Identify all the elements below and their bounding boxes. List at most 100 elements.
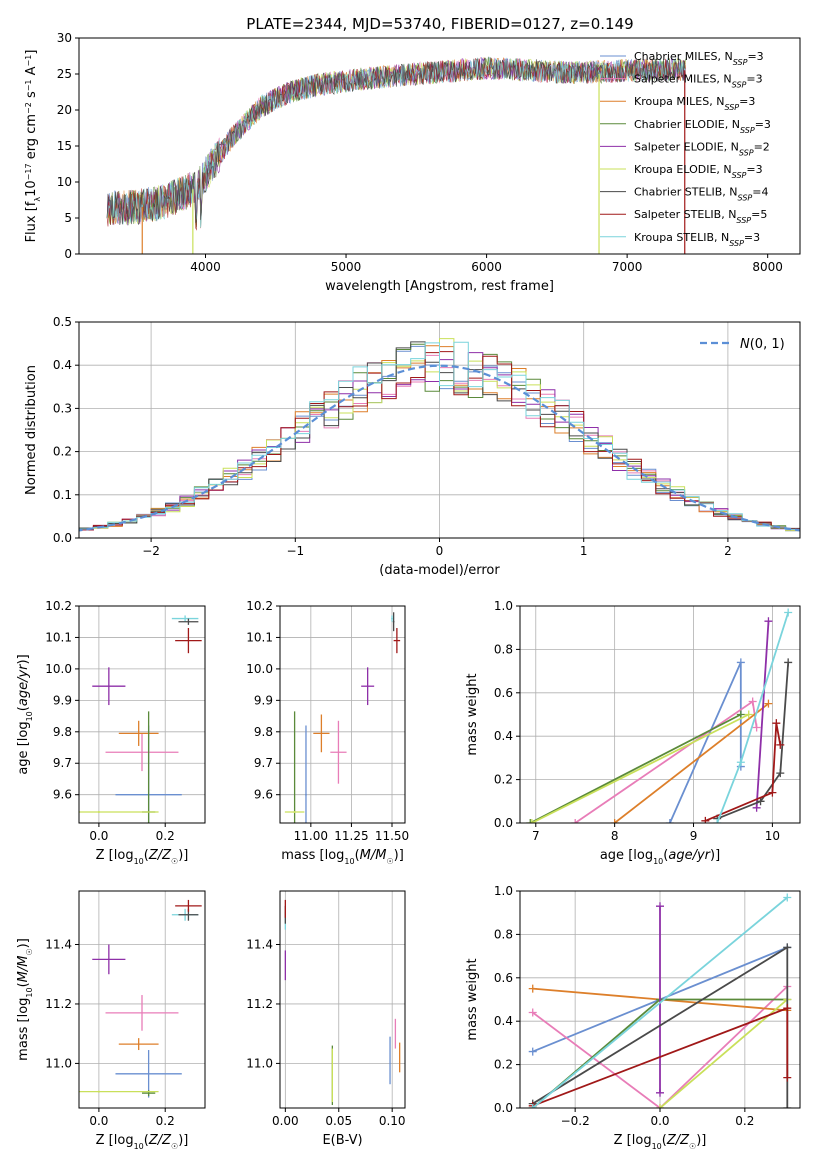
y-tick-label: 25 xyxy=(57,67,72,81)
weight-line-chabrier-stelib xyxy=(716,662,790,820)
weight-line-chabrier-elodie xyxy=(529,713,742,823)
weight-marker xyxy=(526,819,535,823)
x-tick-label: 10 xyxy=(765,829,780,843)
residuals-legend: N(0, 1) xyxy=(700,337,785,352)
y-tick-label: 0.4 xyxy=(53,358,72,372)
y-tick-label: 0 xyxy=(64,247,72,261)
x-tick-label: 0.0 xyxy=(89,829,108,843)
x-axis-label: age [log10(age/yr)] xyxy=(600,848,720,866)
axes-frame xyxy=(78,37,801,255)
x-tick-label: 0.00 xyxy=(272,1114,299,1128)
weight-marker xyxy=(783,1104,792,1108)
weight-marker xyxy=(736,658,745,667)
x-tick-label: 0.10 xyxy=(379,1114,406,1128)
weight-vs-metallicity-panel: −0.2 0.0 0.2 0.0 0.2 0.4 0.6 0.8 1.0 Z [log10(Z/Z… xyxy=(465,884,801,1151)
y-tick-label: 10.1 xyxy=(246,630,273,644)
y-tick-label: 0.0 xyxy=(494,816,513,830)
legend-entry: Kroupa STELIB, NSSP=3 xyxy=(634,231,760,248)
weight-series xyxy=(526,608,793,823)
weight-line-kroupa-elodie xyxy=(531,713,750,823)
legend-entry: Kroupa ELODIE, NSSP=3 xyxy=(634,163,763,180)
x-tick-label: 1 xyxy=(580,544,588,558)
weight-marker xyxy=(783,893,792,902)
x-axis-label: (data-model)/error xyxy=(379,563,500,578)
y-tick-label: 30 xyxy=(57,31,72,45)
weight-marker xyxy=(527,819,536,823)
y-tick-label: 0.2 xyxy=(53,445,72,459)
x-tick-label: −2 xyxy=(142,544,160,558)
axes-frame xyxy=(78,321,801,539)
weight-vs-age-panel: 7 8 9 10 0.0 0.2 0.4 0.6 0.8 1.0 age [log10(age/yr… xyxy=(465,599,801,866)
weight-marker xyxy=(768,788,777,797)
legend-entry: Salpeter ELODIE, NSSP=2 xyxy=(634,140,770,157)
x-tick-label: 9 xyxy=(690,829,698,843)
x-tick-label: 0.2 xyxy=(156,1114,175,1128)
weight-marker xyxy=(528,1008,537,1017)
spectrum-panel: 4000 5000 6000 7000 8000 0 5 10 15 20 25 30 waveleng… xyxy=(24,31,801,294)
weight-marker xyxy=(748,697,757,706)
y-tick-label: 10.2 xyxy=(45,599,72,613)
x-tick-label: 8000 xyxy=(752,260,783,274)
weight-marker xyxy=(528,984,537,993)
x-tick-label: 2 xyxy=(724,544,732,558)
x-tick-label: 11.00 xyxy=(294,829,328,843)
x-tick-label: 11.25 xyxy=(334,829,368,843)
weight-marker xyxy=(764,699,773,708)
y-tick-label: 20 xyxy=(57,103,72,117)
y-tick-label: 9.9 xyxy=(254,693,273,707)
weight-marker xyxy=(776,740,785,749)
y-tick-label: 0.2 xyxy=(494,773,513,787)
legend-entry: Chabrier STELIB, NSSP=4 xyxy=(634,186,768,203)
y-tick-label: 0.3 xyxy=(53,401,72,415)
y-tick-label: 1.0 xyxy=(494,599,513,613)
legend-entry: Salpeter MILES, NSSP=3 xyxy=(634,73,763,90)
y-tick-label: 10.2 xyxy=(246,599,273,613)
weight-marker xyxy=(656,1088,664,1097)
x-tick-label: 0.0 xyxy=(89,1114,108,1128)
weight-marker xyxy=(756,797,765,806)
y-axis-label: mass weight xyxy=(465,958,480,1040)
y-tick-label: 15 xyxy=(57,139,72,153)
weight-marker xyxy=(610,819,619,823)
spectrum-lines xyxy=(106,56,686,254)
y-tick-label: 11.0 xyxy=(246,1056,273,1070)
x-tick-label: 0.0 xyxy=(650,1114,669,1128)
axes-frame xyxy=(78,890,206,1109)
y-axis-label: Flux [fλ10−17 erg cm−2 s−1 A−1] xyxy=(24,50,42,243)
weight-series xyxy=(528,893,792,1108)
y-tick-label: 10 xyxy=(57,175,72,189)
spectrum-legend: Chabrier MILES, NSSP=3 Salpeter MILES, NS… xyxy=(600,50,771,247)
weight-line-salpeter-miles xyxy=(532,985,788,1108)
y-tick-label: 9.9 xyxy=(53,693,72,707)
weight-marker xyxy=(784,658,793,667)
legend-entry: Salpeter STELIB, NSSP=5 xyxy=(634,208,767,225)
y-tick-label: 11.2 xyxy=(45,997,72,1011)
legend-entry: N(0, 1) xyxy=(740,337,785,352)
y-tick-label: 9.8 xyxy=(254,725,273,739)
y-tick-label: 11.4 xyxy=(45,938,72,952)
legend-entry: Chabrier MILES, NSSP=3 xyxy=(634,50,764,67)
x-tick-label: 5000 xyxy=(331,260,362,274)
mass-vs-extinction-panel: 0.00 0.05 0.10 11.0 11.2 11.4 E(B-V) xyxy=(246,890,406,1148)
x-axis-label: Z [log10(Z/Z☉)] xyxy=(96,1133,189,1151)
weight-marker xyxy=(736,710,745,719)
weight-line-kroupa-elodie xyxy=(659,998,788,1108)
legend-entry: Kroupa MILES, NSSP=3 xyxy=(634,95,755,112)
y-tick-label: 0.5 xyxy=(53,315,72,329)
y-tick-label: 0.0 xyxy=(53,531,72,545)
y-axis-label: mass [log10(M/M☉)] xyxy=(16,938,34,1061)
errorbar-points xyxy=(284,899,401,1106)
y-tick-label: 0.8 xyxy=(494,642,513,656)
age-vs-metallicity-panel: 0.0 0.2 9.6 9.7 9.8 9.9 10.0 10.1 10.2 Z [log10(Z… xyxy=(16,599,206,866)
x-tick-label: 0 xyxy=(436,544,444,558)
weight-marker xyxy=(713,819,722,823)
x-axis-label: Z [log10(Z/Z☉)] xyxy=(614,1133,707,1151)
y-tick-label: 9.6 xyxy=(254,788,273,802)
age-vs-mass-panel: 11.00 11.25 11.50 9.6 9.7 9.8 9.9 10.0 10.1 10.2 m… xyxy=(246,599,409,866)
x-axis-label: mass [log10(M/M☉)] xyxy=(281,848,404,866)
y-tick-label: 11.2 xyxy=(246,997,273,1011)
x-tick-label: 11.50 xyxy=(375,829,409,843)
weight-marker xyxy=(665,819,674,823)
histogram-steps xyxy=(79,338,800,533)
weight-marker xyxy=(784,608,793,617)
